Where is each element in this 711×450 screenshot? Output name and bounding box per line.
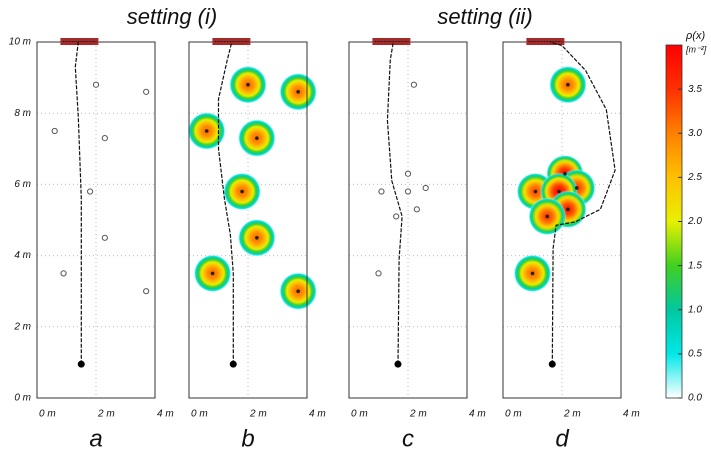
panel-label: b xyxy=(241,425,254,450)
obstacle xyxy=(375,270,382,277)
obstacle xyxy=(87,188,94,195)
colorbar-tick-label: 2.5 xyxy=(687,172,702,183)
panel-label: c xyxy=(402,425,414,450)
y-tick-label: 4 m xyxy=(14,250,31,261)
x-tick-label: 0 m xyxy=(351,409,368,420)
obstacle xyxy=(413,206,420,213)
obstacle xyxy=(533,189,538,194)
x-tick-label: 0 m xyxy=(191,409,208,420)
colorbar-tick-label: 1.5 xyxy=(688,260,702,271)
obstacle xyxy=(60,270,67,277)
colorbar-label: ρ(x) xyxy=(685,30,705,42)
obstacle xyxy=(101,135,108,142)
panel-background xyxy=(37,42,155,398)
start-point xyxy=(229,360,237,368)
obstacle xyxy=(210,271,215,276)
x-tick-label: 2 m xyxy=(97,409,115,420)
colorbar-tick-label: 0.0 xyxy=(688,393,702,404)
obstacle xyxy=(566,207,570,212)
panel: 0 m 2 m 4 m c setting (ii) xyxy=(348,4,533,450)
obstacle xyxy=(240,189,244,194)
obstacle xyxy=(404,170,412,177)
panel: 0 m 2 m 4 m b xyxy=(187,38,326,450)
y-tick-label: 0 m xyxy=(14,393,31,404)
obstacle xyxy=(574,186,579,190)
x-tick-label: 0 m xyxy=(39,409,56,420)
obstacle xyxy=(51,127,58,135)
colorbar-tick-label: 3.5 xyxy=(688,84,702,95)
obstacle xyxy=(204,129,209,133)
x-tick-label: 4 m xyxy=(157,409,174,420)
colorbar-tick-label: 1.0 xyxy=(688,304,702,315)
obstacle xyxy=(255,236,259,240)
trajectory xyxy=(386,41,403,365)
x-tick-label: 0 m xyxy=(505,409,522,420)
trajectory xyxy=(550,41,616,365)
obstacle xyxy=(530,271,535,276)
obstacle xyxy=(255,136,259,140)
x-tick-label: 4 m xyxy=(623,409,640,420)
obstacle xyxy=(393,213,400,220)
x-tick-label: 2 m xyxy=(563,409,581,420)
obstacle xyxy=(143,88,150,95)
obstacle xyxy=(296,289,300,294)
y-tick-label: 10 m xyxy=(9,37,31,48)
colorbar-unit: [m⁻²] xyxy=(685,44,707,54)
setting-title: setting (i) xyxy=(127,4,217,29)
x-tick-label: 4 m xyxy=(469,409,486,420)
x-tick-label: 4 m xyxy=(309,409,326,420)
start-point xyxy=(548,360,556,368)
obstacle xyxy=(557,189,561,194)
obstacle xyxy=(143,288,150,295)
x-tick-label: 2 m xyxy=(409,409,427,420)
colorbar-tick-label: 2.0 xyxy=(687,216,702,227)
panel: 0 m 2 m 4 m d xyxy=(502,38,640,450)
obstacle xyxy=(563,171,567,176)
trajectory xyxy=(217,41,234,365)
colorbar-tick-label: 0.5 xyxy=(688,349,702,360)
obstacle xyxy=(410,81,417,88)
y-tick-label: 2 m xyxy=(13,321,31,332)
obstacle xyxy=(422,184,429,192)
obstacle xyxy=(378,188,385,195)
setting-title: setting (ii) xyxy=(437,4,532,29)
x-tick-label: 2 m xyxy=(249,409,267,420)
obstacle xyxy=(566,82,570,87)
panel: 0 m 2 m 4 m 0 m 2 m 4 m 6 m 8 m 10 m a setting (i) xyxy=(9,4,217,450)
obstacle xyxy=(92,81,100,88)
panel-background xyxy=(349,42,467,398)
panel-label: a xyxy=(89,425,102,450)
start-point xyxy=(394,360,402,368)
obstacle xyxy=(246,82,250,87)
trajectory xyxy=(74,41,82,365)
obstacle xyxy=(545,214,550,219)
y-tick-label: 6 m xyxy=(14,179,31,190)
obstacle xyxy=(404,188,412,195)
obstacle xyxy=(296,90,300,94)
start-point xyxy=(77,360,85,368)
panel-label: d xyxy=(555,425,569,450)
y-tick-label: 8 m xyxy=(14,108,31,119)
obstacle xyxy=(101,234,108,241)
colorbar-tick-label: 3.0 xyxy=(688,128,702,139)
